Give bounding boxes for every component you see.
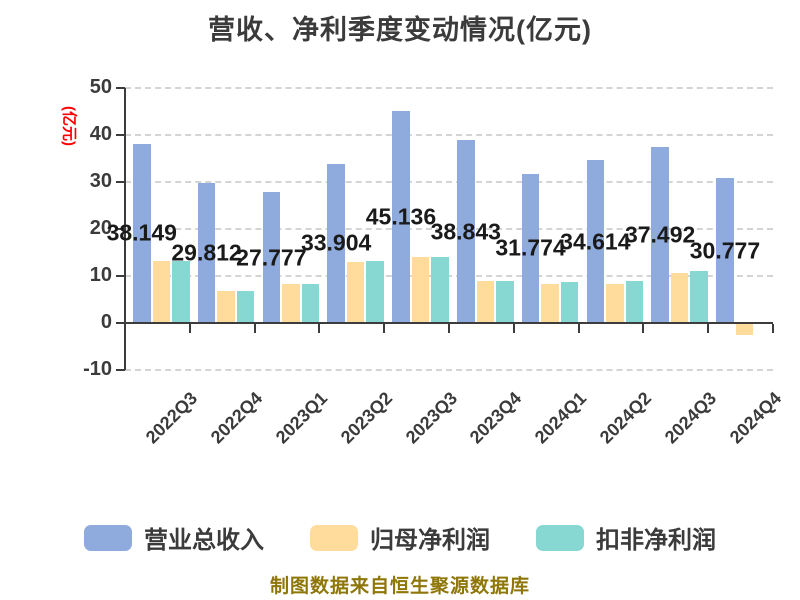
x-tick-label-2023Q1: 2023Q1 <box>271 388 332 448</box>
bar-归母净利润-2023Q2 <box>346 261 365 323</box>
value-label-2022Q3: 38.149 <box>106 219 177 246</box>
y-axis-tick <box>116 134 125 136</box>
bar-扣非净利润-2023Q3 <box>431 256 449 323</box>
x-axis-tick <box>772 324 774 333</box>
bar-扣非净利润-2023Q4 <box>496 281 514 323</box>
x-axis-tick <box>642 324 645 333</box>
y-tick-label: 50 <box>89 76 112 98</box>
x-tick-label-2022Q3: 2022Q3 <box>142 388 202 448</box>
x-tick-label-2024Q1: 2024Q1 <box>530 388 591 448</box>
y-tick-label: 10 <box>89 264 112 286</box>
legend-item-net-profit-attributable[interactable]: 归母净利润 <box>310 520 490 555</box>
y-tick-label: 0 <box>100 311 112 333</box>
bar-营业总收入-2022Q4 <box>197 182 216 323</box>
bar-扣非净利润-2023Q1 <box>301 283 320 323</box>
x-axis-tick <box>318 324 321 333</box>
bar-扣非净利润-2022Q3 <box>172 261 190 323</box>
y-axis-tick <box>116 87 125 89</box>
y-axis-tick <box>116 369 125 371</box>
y-axis-tick <box>116 181 125 183</box>
gridline <box>125 228 773 230</box>
bar-归母净利润-2024Q4 <box>735 323 754 335</box>
deducted-net-profit-swatch-icon <box>536 524 584 551</box>
x-axis-tick <box>124 324 126 333</box>
bar-归母净利润-2024Q3 <box>670 273 689 323</box>
x-axis-tick <box>448 324 450 333</box>
y-axis-line <box>124 88 126 370</box>
bar-营业总收入-2023Q3 <box>392 110 410 323</box>
value-label-2023Q1: 27.777 <box>236 244 307 271</box>
bar-扣非净利润-2024Q2 <box>625 281 644 323</box>
bar-归母净利润-2024Q1 <box>541 283 559 323</box>
x-tick-label-2024Q2: 2024Q2 <box>595 388 656 448</box>
bar-营业总收入-2024Q3 <box>651 146 669 323</box>
x-tick-label-2024Q3: 2024Q3 <box>660 388 720 448</box>
bar-营业总收入-2024Q4 <box>716 178 734 323</box>
y-tick-label: 30 <box>89 170 112 192</box>
bar-营业总收入-2023Q1 <box>262 192 281 323</box>
total-revenue-swatch-icon <box>84 524 132 551</box>
bar-营业总收入-2023Q4 <box>457 140 475 323</box>
chart-title: 营收、净利季度变动情况(亿元) <box>208 15 592 45</box>
value-label-2024Q1: 31.774 <box>495 234 566 261</box>
legend-item-deducted-net-profit[interactable]: 扣非净利润 <box>536 520 716 555</box>
x-axis-line <box>124 322 773 324</box>
y-axis-tick <box>116 228 125 230</box>
legend: 营业总收入 归母净利润 扣非净利润 <box>0 520 800 555</box>
x-tick-label-2023Q3: 2023Q3 <box>401 388 461 448</box>
y-tick-label: -10 <box>83 358 112 380</box>
bar-营业总收入-2023Q2 <box>327 163 345 323</box>
x-axis-tick <box>707 324 710 333</box>
y-axis-tick <box>116 322 125 324</box>
legend-label-net-profit-attributable: 归母净利润 <box>370 527 490 554</box>
bar-扣非净利润-2024Q1 <box>560 282 579 323</box>
bar-归母净利润-2023Q3 <box>411 257 430 323</box>
bar-归母净利润-2022Q3 <box>152 260 170 323</box>
x-axis-tick <box>253 324 256 333</box>
value-label-2023Q3: 45.136 <box>365 203 437 230</box>
bar-归母净利润-2022Q4 <box>217 291 235 323</box>
legend-label-deducted-net-profit: 扣非净利润 <box>596 527 716 554</box>
x-tick-label-2022Q4: 2022Q4 <box>206 388 267 448</box>
value-label-2024Q2: 34.614 <box>560 228 631 255</box>
source-note: 制图数据来自恒生聚源数据库 <box>269 576 530 597</box>
bar-归母净利润-2024Q2 <box>606 283 624 323</box>
net-profit-attributable-swatch-icon <box>310 524 358 551</box>
gridline <box>125 369 773 371</box>
bar-归母净利润-2023Q4 <box>476 281 494 323</box>
value-label-2024Q3: 37.492 <box>624 221 696 248</box>
legend-item-total-revenue[interactable]: 营业总收入 <box>84 520 264 555</box>
bar-营业总收入-2024Q1 <box>521 173 540 323</box>
bar-扣非净利润-2023Q2 <box>366 260 384 323</box>
bar-营业总收入-2024Q2 <box>586 160 605 323</box>
y-tick-label: 20 <box>89 217 112 239</box>
x-axis-tick <box>188 324 191 333</box>
x-axis-tick <box>383 324 386 333</box>
y-axis-tick <box>116 275 125 277</box>
value-label-2022Q4: 29.812 <box>171 239 242 266</box>
gridline <box>125 87 773 89</box>
gridline <box>125 275 773 277</box>
bar-归母净利润-2023Q1 <box>282 283 300 323</box>
x-tick-label-2023Q2: 2023Q2 <box>336 388 396 448</box>
bar-扣非净利润-2024Q3 <box>690 270 708 323</box>
x-tick-label-2024Q4: 2024Q4 <box>725 388 785 448</box>
y-tick-label: 40 <box>89 123 112 145</box>
gridline <box>125 181 773 183</box>
x-tick-label-2023Q4: 2023Q4 <box>466 388 526 448</box>
value-label-2023Q2: 33.904 <box>300 229 372 256</box>
x-axis-tick <box>512 324 515 333</box>
value-label-2024Q4: 30.777 <box>689 237 761 264</box>
x-axis-tick <box>577 324 580 333</box>
value-label-2023Q4: 38.843 <box>430 218 501 245</box>
legend-label-total-revenue: 营业总收入 <box>144 527 264 554</box>
bar-营业总收入-2022Q3 <box>133 143 151 323</box>
bar-扣非净利润-2022Q4 <box>236 291 255 323</box>
gridline <box>125 134 773 136</box>
